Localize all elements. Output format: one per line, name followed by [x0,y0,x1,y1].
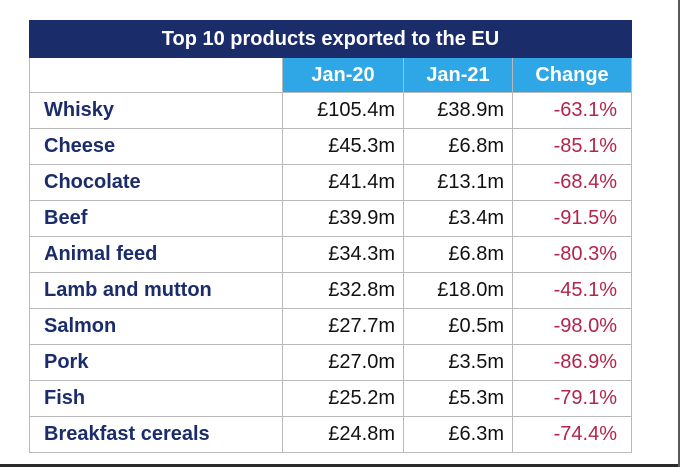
change-value: -98.0% [512,308,632,345]
table-title: Top 10 products exported to the EU [29,20,632,58]
jan21-value: £6.8m [403,128,513,165]
jan20-value: £39.9m [282,200,404,237]
jan21-value: £3.5m [403,344,513,381]
jan21-value: £5.3m [403,380,513,417]
jan20-value: £32.8m [282,272,404,309]
jan21-value: £6.8m [403,236,513,273]
table-row: Chocolate £41.4m £13.1m -68.4% [29,164,632,201]
exports-table-card: Top 10 products exported to the EU Jan-2… [29,20,632,453]
change-value: -63.1% [512,92,632,129]
change-value: -79.1% [512,380,632,417]
table-row: Breakfast cereals £24.8m £6.3m -74.4% [29,416,632,453]
product-name: Whisky [29,92,283,129]
jan21-value: £3.4m [403,200,513,237]
product-name: Cheese [29,128,283,165]
table-row: Fish £25.2m £5.3m -79.1% [29,380,632,417]
product-name: Pork [29,344,283,381]
change-value: -80.3% [512,236,632,273]
jan21-value: £18.0m [403,272,513,309]
product-name: Lamb and mutton [29,272,283,309]
column-header-jan21: Jan-21 [403,57,513,93]
column-header-row: Jan-20 Jan-21 Change [29,57,632,93]
column-header-jan20: Jan-20 [282,57,404,93]
product-name: Fish [29,380,283,417]
change-value: -68.4% [512,164,632,201]
jan20-value: £27.7m [282,308,404,345]
column-header-product [29,57,283,93]
product-name: Animal feed [29,236,283,273]
table-row: Cheese £45.3m £6.8m -85.1% [29,128,632,165]
jan21-value: £0.5m [403,308,513,345]
jan20-value: £105.4m [282,92,404,129]
jan20-value: £41.4m [282,164,404,201]
product-name: Beef [29,200,283,237]
table-row: Lamb and mutton £32.8m £18.0m -45.1% [29,272,632,309]
table-row: Animal feed £34.3m £6.8m -80.3% [29,236,632,273]
screenshot-border-bottom [0,464,680,467]
jan21-value: £38.9m [403,92,513,129]
jan20-value: £34.3m [282,236,404,273]
table-row: Salmon £27.7m £0.5m -98.0% [29,308,632,345]
table-row: Beef £39.9m £3.4m -91.5% [29,200,632,237]
product-name: Breakfast cereals [29,416,283,453]
jan20-value: £27.0m [282,344,404,381]
exports-table: Top 10 products exported to the EU Jan-2… [29,20,632,453]
change-value: -85.1% [512,128,632,165]
change-value: -86.9% [512,344,632,381]
jan21-value: £13.1m [403,164,513,201]
jan20-value: £25.2m [282,380,404,417]
table-row: Pork £27.0m £3.5m -86.9% [29,344,632,381]
product-name: Chocolate [29,164,283,201]
jan20-value: £45.3m [282,128,404,165]
change-value: -45.1% [512,272,632,309]
screenshot-border-right [678,0,680,467]
change-value: -91.5% [512,200,632,237]
jan20-value: £24.8m [282,416,404,453]
table-row: Whisky £105.4m £38.9m -63.1% [29,92,632,129]
product-name: Salmon [29,308,283,345]
change-value: -74.4% [512,416,632,453]
column-header-change: Change [512,57,632,93]
jan21-value: £6.3m [403,416,513,453]
